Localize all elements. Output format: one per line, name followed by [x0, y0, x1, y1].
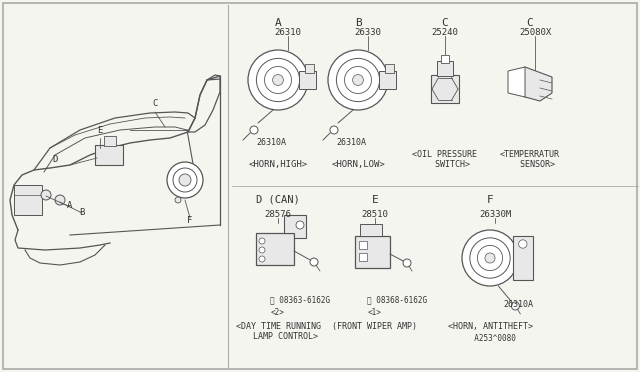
Circle shape: [55, 195, 65, 205]
Text: <TEMPERRATUR
   SENSOR>: <TEMPERRATUR SENSOR>: [500, 150, 560, 169]
Text: 28576: 28576: [264, 210, 291, 219]
Text: 26330M: 26330M: [479, 210, 511, 219]
Text: F: F: [486, 195, 493, 205]
Text: <HORN,HIGH>: <HORN,HIGH>: [248, 160, 308, 169]
Circle shape: [173, 168, 197, 192]
Text: C: C: [442, 18, 449, 28]
Bar: [441, 55, 449, 63]
Circle shape: [330, 126, 338, 134]
Text: <2>: <2>: [271, 308, 285, 317]
Text: <OIL PRESSURE
   SWITCH>: <OIL PRESSURE SWITCH>: [413, 150, 477, 169]
Text: D: D: [52, 155, 58, 164]
Text: E: E: [97, 126, 102, 135]
Text: A253^0080: A253^0080: [465, 334, 515, 343]
Bar: [355, 236, 390, 268]
Text: <HORN,LOW>: <HORN,LOW>: [331, 160, 385, 169]
Bar: [359, 253, 367, 261]
Text: A: A: [275, 18, 282, 28]
Text: (FRONT WIPER AMP): (FRONT WIPER AMP): [333, 322, 417, 331]
Text: E: E: [372, 195, 378, 205]
Text: 26310A: 26310A: [256, 138, 286, 147]
Circle shape: [259, 247, 265, 253]
Circle shape: [511, 302, 520, 310]
Text: 26310A: 26310A: [336, 138, 366, 147]
Text: 26310A: 26310A: [503, 300, 533, 309]
Text: 26330: 26330: [355, 28, 381, 37]
Bar: [104, 136, 116, 146]
Circle shape: [344, 67, 371, 93]
Circle shape: [518, 240, 527, 248]
Polygon shape: [515, 67, 552, 101]
Bar: [437, 61, 453, 76]
Bar: [256, 233, 294, 265]
Circle shape: [353, 75, 364, 86]
Bar: [385, 64, 394, 73]
Text: D (CAN): D (CAN): [256, 195, 300, 205]
Circle shape: [485, 253, 495, 263]
Circle shape: [248, 50, 308, 110]
Text: 26310: 26310: [275, 28, 301, 37]
Text: F: F: [188, 216, 193, 225]
Bar: [431, 75, 459, 103]
Text: 25080X: 25080X: [519, 28, 551, 37]
Circle shape: [250, 126, 258, 134]
Polygon shape: [508, 67, 525, 97]
Circle shape: [403, 259, 411, 267]
Text: B: B: [355, 18, 362, 28]
Bar: [14, 185, 42, 215]
Circle shape: [328, 50, 388, 110]
Circle shape: [264, 67, 291, 93]
Circle shape: [273, 75, 284, 86]
Polygon shape: [284, 215, 306, 238]
Text: Ⓢ 08363-6162G: Ⓢ 08363-6162G: [270, 295, 330, 304]
Circle shape: [470, 238, 510, 278]
Bar: [305, 64, 314, 73]
Bar: [379, 71, 396, 89]
Text: <HORN, ANTITHEFT>: <HORN, ANTITHEFT>: [447, 322, 532, 331]
Circle shape: [179, 174, 191, 186]
Bar: [513, 235, 532, 280]
Text: Ⓢ 08368-6162G: Ⓢ 08368-6162G: [367, 295, 427, 304]
Text: A: A: [67, 201, 73, 210]
Text: <1>: <1>: [368, 308, 382, 317]
Circle shape: [259, 256, 265, 262]
Text: 25240: 25240: [431, 28, 458, 37]
Circle shape: [337, 58, 380, 102]
Circle shape: [477, 246, 502, 270]
Circle shape: [310, 258, 318, 266]
Circle shape: [175, 197, 181, 203]
Bar: [360, 224, 382, 236]
Text: 28510: 28510: [362, 210, 388, 219]
Circle shape: [41, 190, 51, 200]
Bar: [95, 145, 123, 165]
Circle shape: [167, 162, 203, 198]
Circle shape: [296, 221, 304, 229]
Circle shape: [259, 238, 265, 244]
Text: <DAY TIME RUNNING
   LAMP CONTROL>: <DAY TIME RUNNING LAMP CONTROL>: [236, 322, 321, 341]
Bar: [299, 71, 316, 89]
Text: C: C: [527, 18, 533, 28]
Circle shape: [462, 230, 518, 286]
Circle shape: [257, 58, 300, 102]
Text: C: C: [152, 99, 157, 108]
Bar: [359, 241, 367, 249]
Text: B: B: [79, 208, 84, 217]
